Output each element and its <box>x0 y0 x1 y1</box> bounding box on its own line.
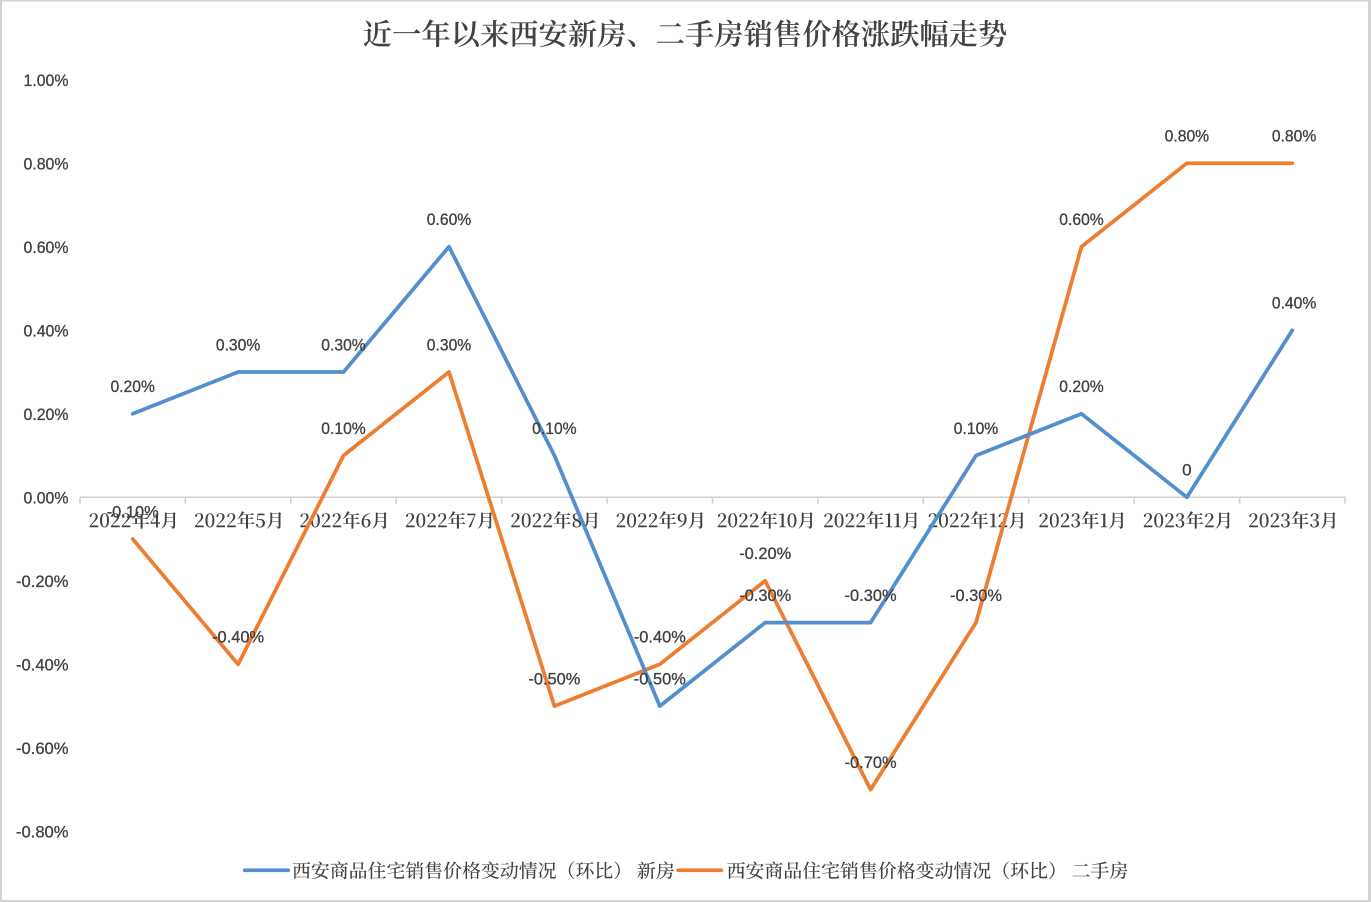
svg-text:-0.20%: -0.20% <box>16 572 69 591</box>
svg-text:-0.40%: -0.40% <box>212 628 264 647</box>
svg-text:0.10%: 0.10% <box>532 419 577 438</box>
svg-text:0.80%: 0.80% <box>24 154 69 173</box>
svg-text:-0.60%: -0.60% <box>16 739 69 758</box>
svg-text:0.40%: 0.40% <box>24 322 69 341</box>
svg-text:0.20%: 0.20% <box>24 405 69 424</box>
svg-text:0.60%: 0.60% <box>1059 210 1104 229</box>
svg-text:-0.30%: -0.30% <box>845 586 897 605</box>
svg-text:0.30%: 0.30% <box>321 335 366 354</box>
svg-text:0.00%: 0.00% <box>24 489 69 508</box>
svg-text:-0.30%: -0.30% <box>950 586 1002 605</box>
svg-text:0: 0 <box>1182 461 1191 480</box>
svg-text:-0.50%: -0.50% <box>634 669 686 688</box>
svg-text:0.10%: 0.10% <box>321 419 366 438</box>
svg-text:-0.10%: -0.10% <box>107 502 159 521</box>
svg-text:0.60%: 0.60% <box>24 238 69 257</box>
svg-text:-0.40%: -0.40% <box>16 656 69 675</box>
svg-text:0.20%: 0.20% <box>110 377 155 396</box>
svg-text:-0.50%: -0.50% <box>528 669 580 688</box>
svg-text:-0.30%: -0.30% <box>739 586 791 605</box>
svg-text:-0.70%: -0.70% <box>845 753 897 772</box>
svg-text:0.60%: 0.60% <box>427 210 472 229</box>
svg-text:-0.80%: -0.80% <box>16 823 69 842</box>
svg-text:-0.40%: -0.40% <box>634 628 686 647</box>
svg-text:0.80%: 0.80% <box>1165 127 1210 146</box>
svg-text:0.20%: 0.20% <box>1059 377 1104 396</box>
svg-text:0.80%: 0.80% <box>1272 127 1317 146</box>
svg-text:0.30%: 0.30% <box>427 335 472 354</box>
svg-text:-0.20%: -0.20% <box>739 544 791 563</box>
svg-text:0.10%: 0.10% <box>954 419 999 438</box>
svg-text:0.30%: 0.30% <box>216 335 261 354</box>
svg-text:1.00%: 1.00% <box>24 71 69 90</box>
svg-text:0.40%: 0.40% <box>1272 294 1317 313</box>
